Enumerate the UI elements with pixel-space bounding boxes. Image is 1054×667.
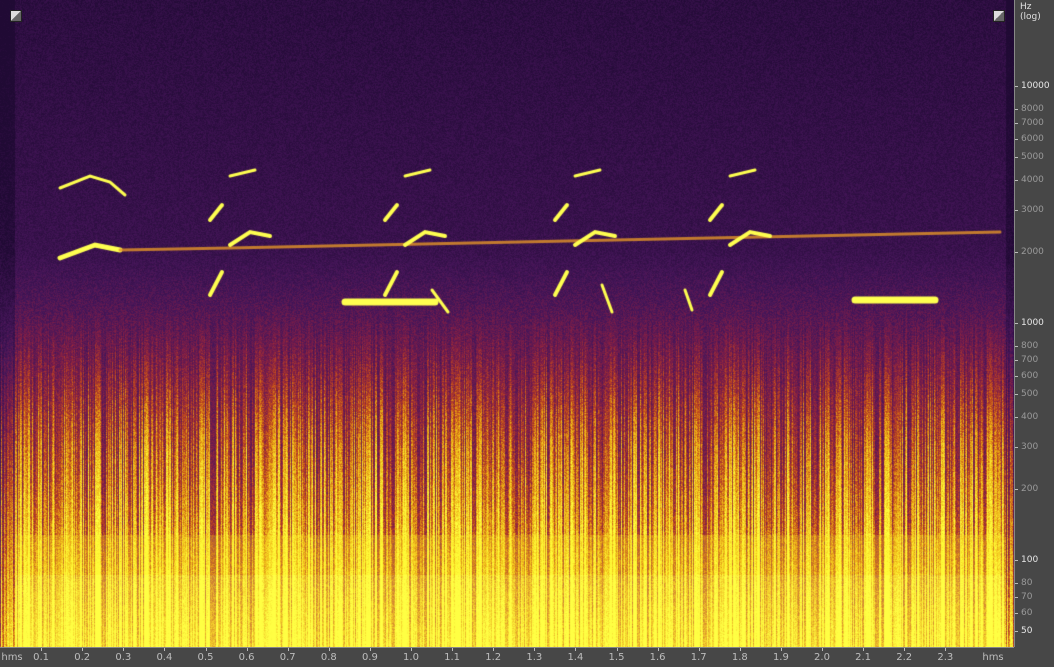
time-tick-label: 0.7: [279, 652, 296, 663]
frequency-tick-label: 8000: [1021, 103, 1044, 114]
frequency-tick-label: 100: [1021, 555, 1039, 565]
time-tick-label: 0.6: [238, 652, 255, 663]
time-unit-left: hms: [1, 652, 23, 663]
time-tick: [534, 648, 536, 651]
time-tick: [575, 648, 577, 651]
frequency-tick: [1015, 86, 1018, 87]
time-tick: [452, 648, 454, 651]
frequency-tick-label: 60: [1021, 607, 1033, 618]
time-tick-label: 1.9: [772, 652, 789, 663]
time-tick: [411, 648, 412, 651]
frequency-tick: [1015, 596, 1018, 598]
frequency-tick-label: 600: [1021, 370, 1039, 381]
time-tick: [780, 648, 782, 651]
frequency-tick-label: 3000: [1021, 204, 1044, 215]
time-tick: [822, 648, 823, 651]
zoom-corner-handle-right[interactable]: [993, 10, 1005, 22]
time-tick: [657, 648, 659, 651]
frequency-tick: [1015, 446, 1018, 448]
time-tick: [246, 648, 248, 651]
frequency-tick-label: 70: [1021, 591, 1033, 602]
time-tick-label: 2.1: [855, 652, 872, 663]
frequency-tick-label: 400: [1021, 412, 1039, 423]
frequency-tick-label: 800: [1021, 340, 1039, 351]
frequency-ruler[interactable]: Hz (log) 10000 8000 7000 6000 5000 4000 3000 20…: [1014, 0, 1054, 647]
frequency-tick-label: 4000: [1021, 175, 1044, 186]
frequency-unit-label: Hz (log): [1020, 2, 1041, 22]
frequency-tick-label: 500: [1021, 389, 1039, 400]
frequency-tick-label: 300: [1021, 441, 1039, 452]
frequency-tick: [1015, 394, 1018, 396]
frequency-tick-label: 80: [1021, 577, 1033, 588]
time-tick: [863, 648, 865, 651]
frequency-tick: [1015, 122, 1018, 124]
frequency-tick-label: 6000: [1021, 133, 1044, 144]
frequency-tick: [1015, 209, 1018, 211]
frequency-tick: [1015, 612, 1018, 614]
time-tick-label: 2.2: [896, 652, 913, 663]
time-tick: [287, 648, 289, 651]
time-tick-label: 1.8: [731, 652, 748, 663]
frequency-tick: [1015, 375, 1018, 377]
frequency-tick: [1015, 488, 1018, 490]
time-tick-label: 1.1: [444, 652, 461, 663]
time-tick-label: 0.3: [115, 652, 132, 663]
time-tick-label: 2.0: [814, 652, 830, 663]
frequency-tick: [1015, 359, 1018, 361]
frequency-tick: [1015, 323, 1018, 324]
time-tick: [616, 648, 618, 651]
frequency-tick-label: 5000: [1021, 152, 1044, 163]
time-tick-label: 0.2: [74, 652, 91, 663]
time-tick-label: 0.4: [156, 652, 173, 663]
time-unit-right: hms: [982, 652, 1004, 663]
time-tick-label: 2.3: [937, 652, 954, 663]
frequency-tick: [1015, 108, 1018, 110]
frequency-tick-label: 50: [1021, 626, 1033, 637]
zoom-corner-handle-left[interactable]: [10, 10, 22, 22]
time-tick-label: 1.5: [608, 652, 625, 663]
frequency-tick: [1015, 180, 1018, 182]
frequency-tick: [1015, 157, 1018, 159]
frequency-tick-label: 10000: [1021, 81, 1050, 91]
spectrogram-canvas[interactable]: [0, 0, 1014, 647]
time-tick-label: 0.1: [33, 652, 50, 663]
time-tick: [164, 648, 166, 651]
frequency-tick-label: 1000: [1021, 318, 1044, 328]
frequency-tick-label: 2000: [1021, 246, 1044, 257]
time-ruler[interactable]: hms hms 0.1 0.2 0.3 0.4 0.5 0.6 0.7 0.8 0.9 1.0 1.…: [0, 647, 1014, 667]
frequency-tick-label: 700: [1021, 354, 1039, 365]
time-tick-label: 0.5: [197, 652, 214, 663]
time-tick: [205, 648, 207, 651]
time-tick: [945, 648, 947, 651]
frequency-tick-label: 200: [1021, 483, 1039, 494]
spectrogram-display[interactable]: [0, 0, 1014, 647]
frequency-tick: [1015, 345, 1018, 347]
time-tick: [328, 648, 330, 651]
time-tick: [369, 648, 371, 651]
frequency-tick: [1015, 417, 1018, 419]
time-tick-label: 1.7: [690, 652, 707, 663]
time-tick: [739, 648, 741, 651]
time-tick-label: 1.4: [567, 652, 584, 663]
time-tick: [41, 648, 43, 651]
frequency-tick: [1015, 251, 1018, 253]
time-tick-label: 0.9: [361, 652, 378, 663]
frequency-tick: [1015, 138, 1018, 140]
time-tick-label: 1.0: [403, 652, 419, 663]
time-tick: [123, 648, 125, 651]
time-tick: [82, 648, 84, 651]
time-tick-label: 1.6: [649, 652, 666, 663]
time-tick-label: 0.8: [320, 652, 337, 663]
frequency-tick: [1015, 560, 1018, 561]
frequency-tick: [1015, 582, 1018, 584]
time-tick: [904, 648, 906, 651]
frequency-tick: [1015, 631, 1018, 633]
time-tick: [698, 648, 700, 651]
time-tick-label: 1.3: [526, 652, 543, 663]
frequency-tick-label: 7000: [1021, 117, 1044, 128]
time-tick: [493, 648, 495, 651]
time-tick-label: 1.2: [485, 652, 502, 663]
